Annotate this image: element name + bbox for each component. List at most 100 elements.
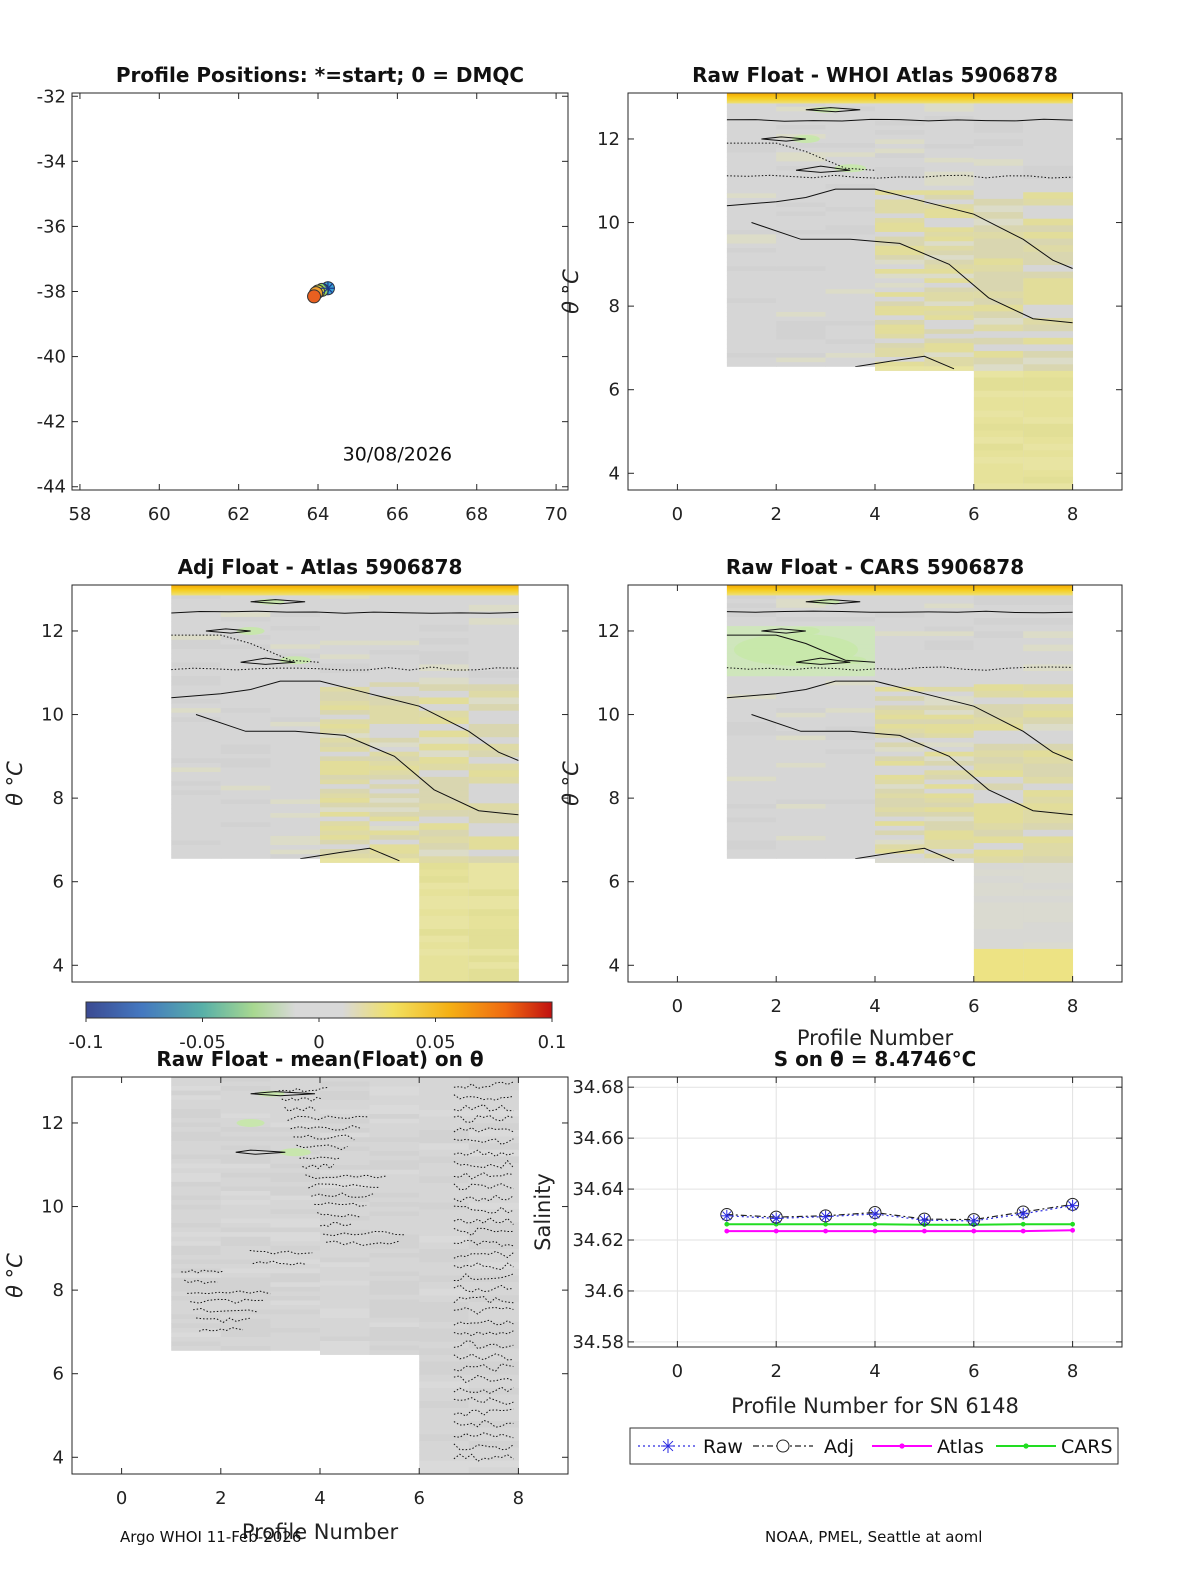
heatmap-cell	[875, 255, 925, 261]
heatmap-cell	[220, 708, 271, 714]
heatmap-cell	[924, 241, 975, 247]
heatmap-cell	[726, 740, 777, 746]
heatmap-cell	[419, 1215, 470, 1224]
heatmap-cell	[270, 740, 321, 746]
heatmap-cell	[973, 364, 1024, 372]
heatmap-cell	[270, 1309, 321, 1315]
heatmap-cell	[973, 351, 1024, 359]
heatmap-cell	[726, 594, 777, 600]
heatmap-cell	[776, 202, 827, 208]
heatmap-cell	[270, 1318, 321, 1324]
heatmap-cell	[1023, 291, 1074, 299]
heatmap-cell	[1023, 337, 1074, 345]
heatmap-cell	[468, 968, 519, 976]
heatmap-cell	[369, 696, 420, 702]
x-tick-label: 66	[386, 504, 409, 525]
heatmap-cell	[270, 1236, 321, 1242]
heatmap-cell	[419, 829, 470, 837]
heatmap-cell	[320, 677, 371, 683]
heatmap-cell	[1023, 145, 1074, 154]
heatmap-cell	[924, 733, 975, 739]
data-point-atlas	[823, 1228, 828, 1234]
heatmap-cell	[220, 794, 271, 800]
heatmap-cell	[320, 1206, 371, 1212]
heatmap-cell	[220, 1099, 271, 1105]
heatmap-cell	[726, 238, 777, 245]
heatmap-cell	[875, 617, 925, 623]
heatmap-cell	[776, 621, 827, 627]
heatmap-cell	[320, 737, 371, 743]
heatmap-cell	[270, 726, 321, 732]
heatmap-cell	[369, 654, 420, 660]
heatmap-cell	[776, 311, 827, 318]
heatmap-cell	[726, 749, 777, 755]
heatmap-cell	[1023, 205, 1074, 213]
heatmap-cell	[825, 129, 876, 135]
heatmap-cell	[726, 102, 777, 108]
heatmap-cell	[726, 735, 777, 741]
heatmap-cell	[171, 1222, 222, 1229]
heatmap-cell	[1023, 258, 1074, 266]
heatmap-cell	[776, 708, 827, 714]
heatmap-cell	[171, 749, 222, 755]
heatmap-cell	[776, 680, 827, 686]
heatmap-cell	[468, 889, 519, 897]
heatmap-cells	[726, 93, 1074, 490]
heatmap-cell	[825, 694, 876, 700]
x-axis-label: Profile Number for SN 6148	[731, 1394, 1019, 1418]
heatmap-cell	[825, 124, 876, 130]
heatmap-cell	[369, 645, 420, 651]
heatmap-cell	[419, 962, 470, 970]
heatmap-cell	[369, 1303, 420, 1310]
heatmap-cell	[270, 1295, 321, 1302]
heatmap-cell	[726, 311, 777, 318]
heatmap-cell	[270, 803, 321, 810]
heatmap-cell	[369, 1211, 420, 1217]
heatmap-cell	[369, 1127, 420, 1134]
heatmap-cell	[924, 204, 975, 210]
heatmap-cell	[220, 803, 271, 810]
contour-line	[240, 657, 296, 665]
heatmap-cell	[468, 763, 519, 771]
heatmap-cell	[468, 1341, 519, 1349]
heatmap-cell	[973, 948, 1024, 957]
heatmap-cell	[270, 1104, 321, 1110]
heatmap-cell	[1023, 423, 1074, 431]
heatmap-cell	[220, 1127, 271, 1133]
heatmap-cell	[924, 659, 975, 665]
heatmap-cell	[419, 697, 470, 705]
heatmap-cell	[320, 714, 371, 720]
heatmap-cell	[924, 751, 975, 757]
heatmap-cell	[973, 304, 1024, 312]
heatmap-cell	[1023, 750, 1074, 758]
heatmap-cell	[1023, 324, 1074, 332]
heatmap-cell	[726, 721, 777, 727]
heatmap-cell	[171, 854, 222, 860]
heatmap-cell	[776, 854, 827, 860]
heatmap-cell	[924, 338, 975, 344]
heatmap-cell	[776, 170, 827, 176]
heatmap-cell	[924, 640, 975, 646]
heatmap-cell	[776, 156, 827, 162]
heatmap-cell	[776, 735, 827, 741]
heatmap-cell	[1023, 968, 1074, 976]
heatmap-cell	[776, 129, 827, 135]
heatmap-cell	[369, 1317, 420, 1323]
x-tick-label: 6	[968, 1361, 979, 1382]
heatmap-cell	[320, 654, 371, 660]
heatmap-cell	[924, 779, 975, 785]
heatmap-cell	[270, 1305, 321, 1311]
contour-line	[751, 714, 1073, 816]
heatmap-cell	[320, 1183, 371, 1189]
heatmap-cell	[726, 753, 777, 759]
heatmap-cell	[825, 115, 876, 121]
heatmap-cell	[320, 1169, 371, 1175]
heatmap-cell	[825, 238, 876, 245]
heatmap-cell	[875, 287, 925, 293]
heatmap-cell	[875, 714, 925, 720]
heatmap-cell	[270, 1268, 321, 1274]
contour-line	[453, 1306, 514, 1315]
heatmap-cell	[369, 1322, 420, 1328]
heatmap-cell	[726, 307, 777, 313]
heatmap-cell	[924, 227, 975, 233]
